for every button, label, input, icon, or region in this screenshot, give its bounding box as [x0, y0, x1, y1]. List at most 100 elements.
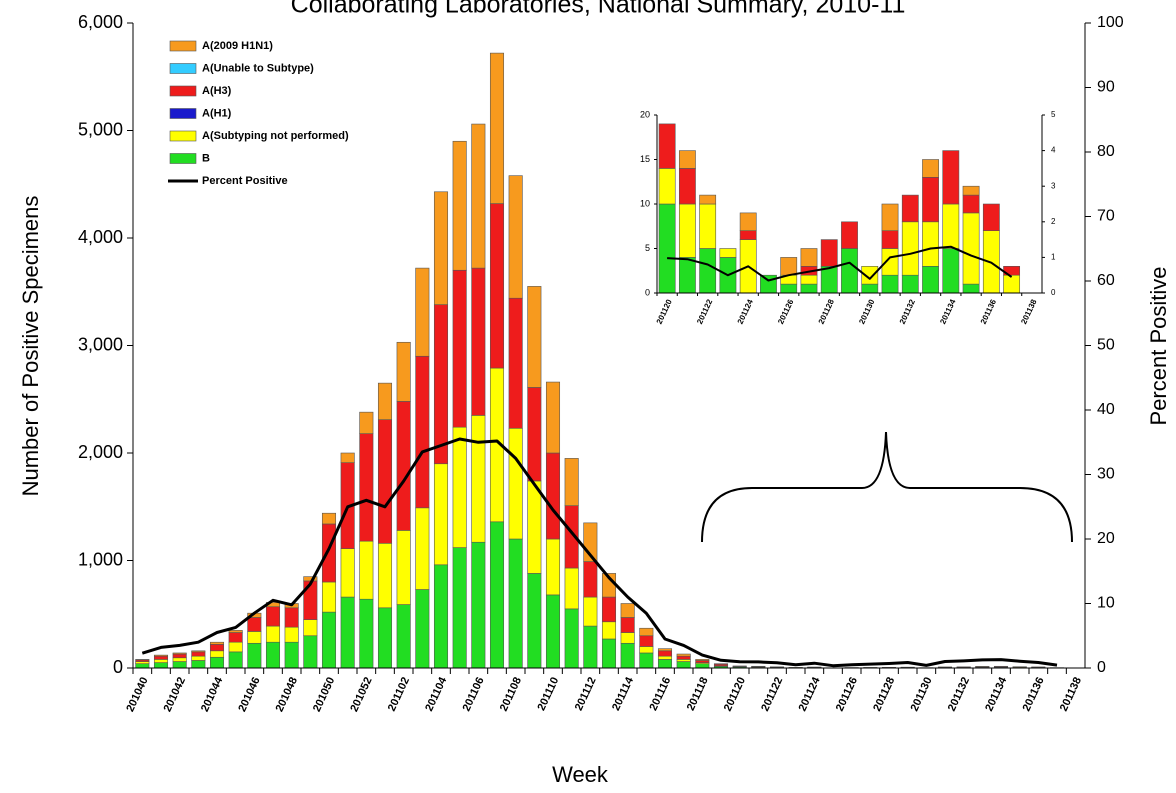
bar-segment — [962, 283, 980, 294]
bar-segment — [284, 641, 299, 669]
bar-segment — [962, 212, 980, 285]
bar-segment — [922, 177, 939, 223]
bar-segment — [172, 653, 187, 659]
bar-segment — [265, 641, 281, 669]
bar-segment — [699, 203, 717, 249]
bar-segment — [676, 655, 691, 660]
bar-segment — [739, 230, 757, 240]
bar-segment — [601, 596, 617, 623]
bracket — [701, 431, 1073, 543]
y2-tick-label: 100 — [1097, 14, 1124, 31]
bar-segment — [321, 611, 337, 669]
bar-segment — [433, 304, 449, 465]
bar-segment — [303, 619, 318, 637]
y-tick-label: 0 — [113, 657, 123, 677]
y-tick-label: 2,000 — [78, 442, 123, 462]
legend-swatch — [169, 40, 197, 52]
bar-segment — [564, 458, 579, 506]
bar-segment — [321, 523, 337, 583]
bar-segment — [982, 203, 1000, 232]
bar-segment — [713, 663, 729, 665]
bar-segment — [396, 401, 411, 531]
bar-segment — [340, 596, 355, 669]
bar-segment — [153, 655, 169, 660]
bar-segment — [228, 632, 243, 643]
bar-segment — [321, 512, 337, 525]
y2-tick-label: 30 — [1097, 466, 1115, 483]
bar-segment — [508, 538, 523, 669]
bar-segment — [265, 625, 281, 643]
bar-segment — [153, 654, 169, 657]
bar-segment — [508, 427, 523, 540]
bar-segment — [676, 661, 691, 669]
y2-tick-label: 5 — [1051, 110, 1056, 119]
bar-segment — [359, 411, 374, 434]
bar-segment — [901, 194, 919, 223]
bar-segment — [620, 632, 635, 644]
bar-segment — [545, 538, 561, 596]
bar-segment — [433, 463, 449, 566]
bar-segment — [861, 265, 879, 285]
bar-segment — [620, 603, 635, 618]
bar-segment — [695, 660, 710, 663]
bar-segment — [452, 269, 467, 428]
bar-segment — [545, 452, 561, 540]
y2-tick-label: 10 — [1097, 595, 1115, 612]
bar-segment — [209, 656, 225, 669]
y2-tick-label: 1 — [1051, 253, 1056, 262]
bar-segment — [527, 480, 542, 574]
bar-segment — [209, 644, 225, 652]
bar-segment — [396, 341, 411, 402]
y2-tick-label: 3 — [1051, 181, 1056, 190]
bar-segment — [303, 635, 318, 669]
bar-segment — [942, 248, 960, 294]
bar-segment — [841, 248, 858, 294]
bar-segment — [620, 617, 635, 633]
y2-tick-label: 90 — [1097, 79, 1115, 96]
bar-segment — [228, 651, 243, 669]
bar-segment — [719, 248, 737, 258]
bar-segment — [172, 657, 187, 662]
bar-segment — [247, 642, 262, 669]
bar-segment — [901, 221, 919, 276]
bar-segment — [359, 433, 374, 542]
legend-swatch — [169, 85, 197, 97]
y2-tick-label: 60 — [1097, 272, 1115, 289]
bar-segment — [601, 621, 617, 640]
bar-segment — [993, 665, 1009, 668]
bar-segment — [527, 286, 542, 388]
bar-segment — [209, 650, 225, 658]
bar-segment — [377, 542, 393, 609]
bar-segment — [172, 652, 187, 655]
bar-segment — [695, 663, 710, 669]
y2-tick-label: 70 — [1097, 208, 1115, 225]
legend-swatch — [169, 63, 197, 74]
bar-segment — [881, 203, 899, 232]
bar-segment — [191, 655, 206, 661]
bar-segment — [922, 159, 939, 178]
bar-segment — [922, 221, 939, 267]
bar-segment — [415, 589, 430, 669]
bar-segment — [800, 283, 818, 294]
bar-segment — [527, 573, 542, 669]
bar-segment — [942, 150, 960, 205]
bar-segment — [583, 596, 598, 627]
bar-segment — [658, 203, 676, 294]
bar-segment — [657, 648, 673, 652]
bar-segment — [678, 257, 696, 294]
bar-segment — [135, 663, 150, 669]
y-tick-label: 6,000 — [78, 12, 123, 32]
y-tick-label: 5,000 — [78, 119, 123, 139]
bar-segment — [191, 651, 206, 657]
bar-segment — [508, 297, 523, 429]
bar-segment — [942, 203, 960, 249]
legend-label: B — [202, 152, 210, 164]
bar-segment — [191, 650, 206, 653]
bar-segment — [545, 594, 561, 669]
bar-segment — [739, 212, 757, 231]
bar-segment — [658, 168, 676, 205]
bar-segment — [340, 452, 355, 463]
bar-segment — [377, 607, 393, 669]
bar-segment — [861, 283, 879, 294]
y-axis-title: Number of Positive Specimens — [18, 196, 43, 497]
